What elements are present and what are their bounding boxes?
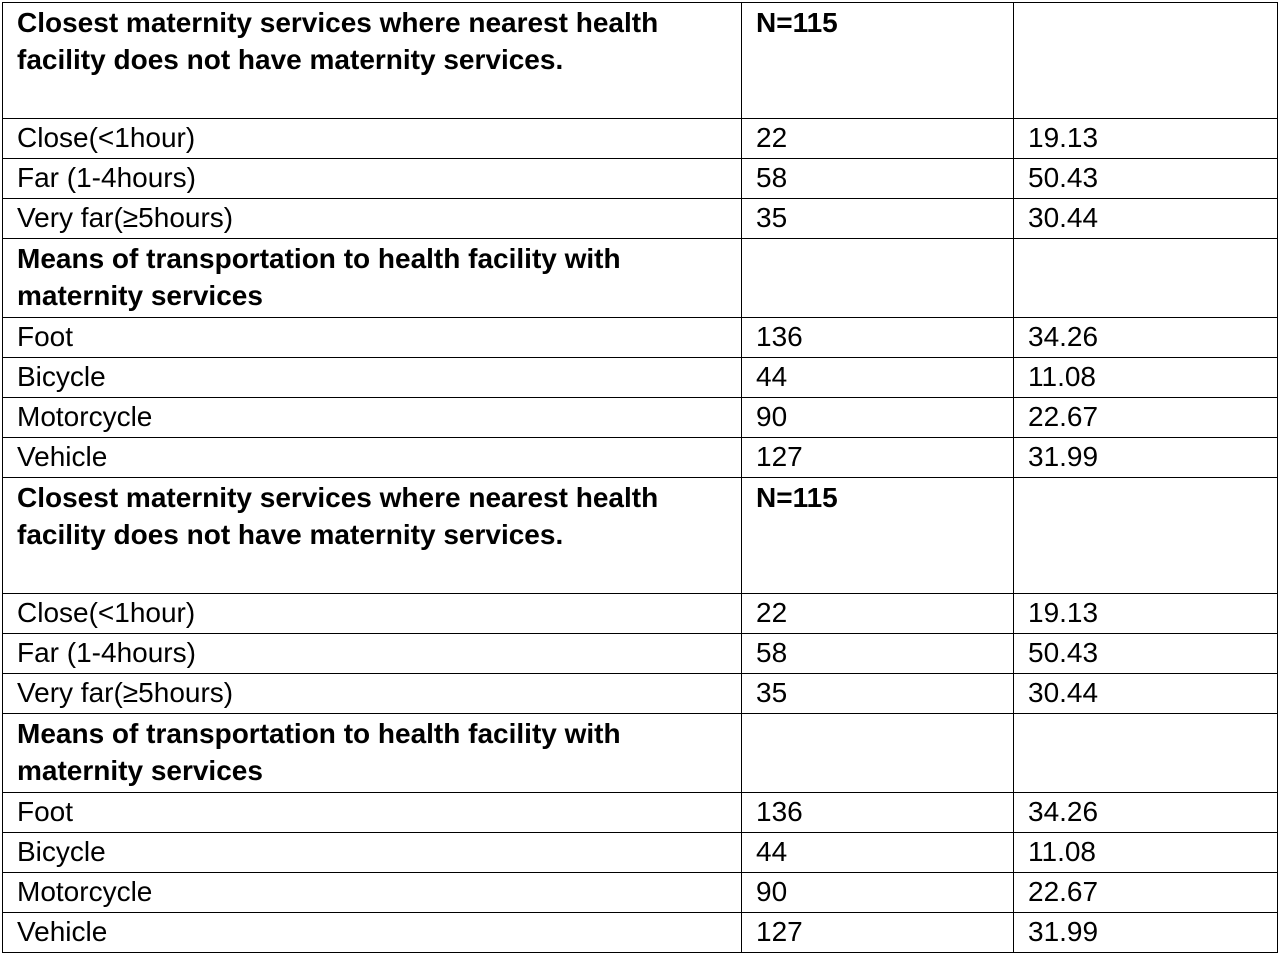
count-cell: 136 xyxy=(741,792,1014,833)
section-header-row: Means of transportation to health facili… xyxy=(2,713,1278,793)
count-cell: 44 xyxy=(741,357,1014,398)
percent-cell: 34.26 xyxy=(1013,317,1278,358)
row-label-cell: Very far(≥5hours) xyxy=(2,673,742,714)
row-label-cell: Far (1-4hours) xyxy=(2,158,742,199)
sample-size-cell: N=115 xyxy=(741,477,1014,594)
percent-cell: 31.99 xyxy=(1013,912,1278,953)
section-header-cell: Closest maternity services where nearest… xyxy=(2,477,742,594)
row-label-cell: Close(<1hour) xyxy=(2,118,742,159)
table-row: Motorcycle 90 22.67 xyxy=(2,872,1278,913)
count-cell: 127 xyxy=(741,437,1014,478)
percent-cell: 19.13 xyxy=(1013,593,1278,634)
count-cell: 58 xyxy=(741,633,1014,674)
table-row: Far (1-4hours) 58 50.43 xyxy=(2,158,1278,199)
section-header-cell: Means of transportation to health facili… xyxy=(2,238,742,318)
count-cell: 127 xyxy=(741,912,1014,953)
table-row: Vehicle 127 31.99 xyxy=(2,912,1278,953)
table-row: Far (1-4hours) 58 50.43 xyxy=(2,633,1278,674)
count-cell: 58 xyxy=(741,158,1014,199)
count-cell: 35 xyxy=(741,198,1014,239)
sample-size-cell xyxy=(741,238,1014,318)
count-cell: 22 xyxy=(741,593,1014,634)
row-label-cell: Close(<1hour) xyxy=(2,593,742,634)
empty-cell xyxy=(1013,713,1278,793)
table-row: Foot 136 34.26 xyxy=(2,792,1278,833)
sample-size-cell xyxy=(741,713,1014,793)
section-header-cell: Means of transportation to health facili… xyxy=(2,713,742,793)
row-label-cell: Bicycle xyxy=(2,357,742,398)
percent-cell: 31.99 xyxy=(1013,437,1278,478)
row-label-cell: Very far(≥5hours) xyxy=(2,198,742,239)
row-label-cell: Vehicle xyxy=(2,437,742,478)
table-row: Very far(≥5hours) 35 30.44 xyxy=(2,198,1278,239)
empty-cell xyxy=(1013,238,1278,318)
percent-cell: 22.67 xyxy=(1013,397,1278,438)
count-cell: 136 xyxy=(741,317,1014,358)
empty-cell xyxy=(1013,2,1278,119)
section-header-row: Means of transportation to health facili… xyxy=(2,238,1278,318)
section-header-cell: Closest maternity services where nearest… xyxy=(2,2,742,119)
table-row: Close(<1hour) 22 19.13 xyxy=(2,593,1278,634)
table-row: Bicycle 44 11.08 xyxy=(2,832,1278,873)
count-cell: 44 xyxy=(741,832,1014,873)
row-label-cell: Foot xyxy=(2,317,742,358)
row-label-cell: Motorcycle xyxy=(2,397,742,438)
percent-cell: 30.44 xyxy=(1013,198,1278,239)
percent-cell: 50.43 xyxy=(1013,158,1278,199)
table-row: Motorcycle 90 22.67 xyxy=(2,397,1278,438)
percent-cell: 50.43 xyxy=(1013,633,1278,674)
row-label-cell: Motorcycle xyxy=(2,872,742,913)
count-cell: 90 xyxy=(741,397,1014,438)
percent-cell: 22.67 xyxy=(1013,872,1278,913)
table-row: Close(<1hour) 22 19.13 xyxy=(2,118,1278,159)
table-row: Very far(≥5hours) 35 30.44 xyxy=(2,673,1278,714)
table-row: Bicycle 44 11.08 xyxy=(2,357,1278,398)
empty-cell xyxy=(1013,477,1278,594)
row-label-cell: Bicycle xyxy=(2,832,742,873)
section-header-row: Closest maternity services where nearest… xyxy=(2,477,1278,594)
percent-cell: 19.13 xyxy=(1013,118,1278,159)
sample-size-cell: N=115 xyxy=(741,2,1014,119)
row-label-cell: Vehicle xyxy=(2,912,742,953)
percent-cell: 11.08 xyxy=(1013,357,1278,398)
table-row: Vehicle 127 31.99 xyxy=(2,437,1278,478)
percent-cell: 30.44 xyxy=(1013,673,1278,714)
section-header-row: Closest maternity services where nearest… xyxy=(2,2,1278,119)
percent-cell: 11.08 xyxy=(1013,832,1278,873)
row-label-cell: Far (1-4hours) xyxy=(2,633,742,674)
count-cell: 22 xyxy=(741,118,1014,159)
percent-cell: 34.26 xyxy=(1013,792,1278,833)
count-cell: 90 xyxy=(741,872,1014,913)
count-cell: 35 xyxy=(741,673,1014,714)
row-label-cell: Foot xyxy=(2,792,742,833)
table-row: Foot 136 34.26 xyxy=(2,317,1278,358)
